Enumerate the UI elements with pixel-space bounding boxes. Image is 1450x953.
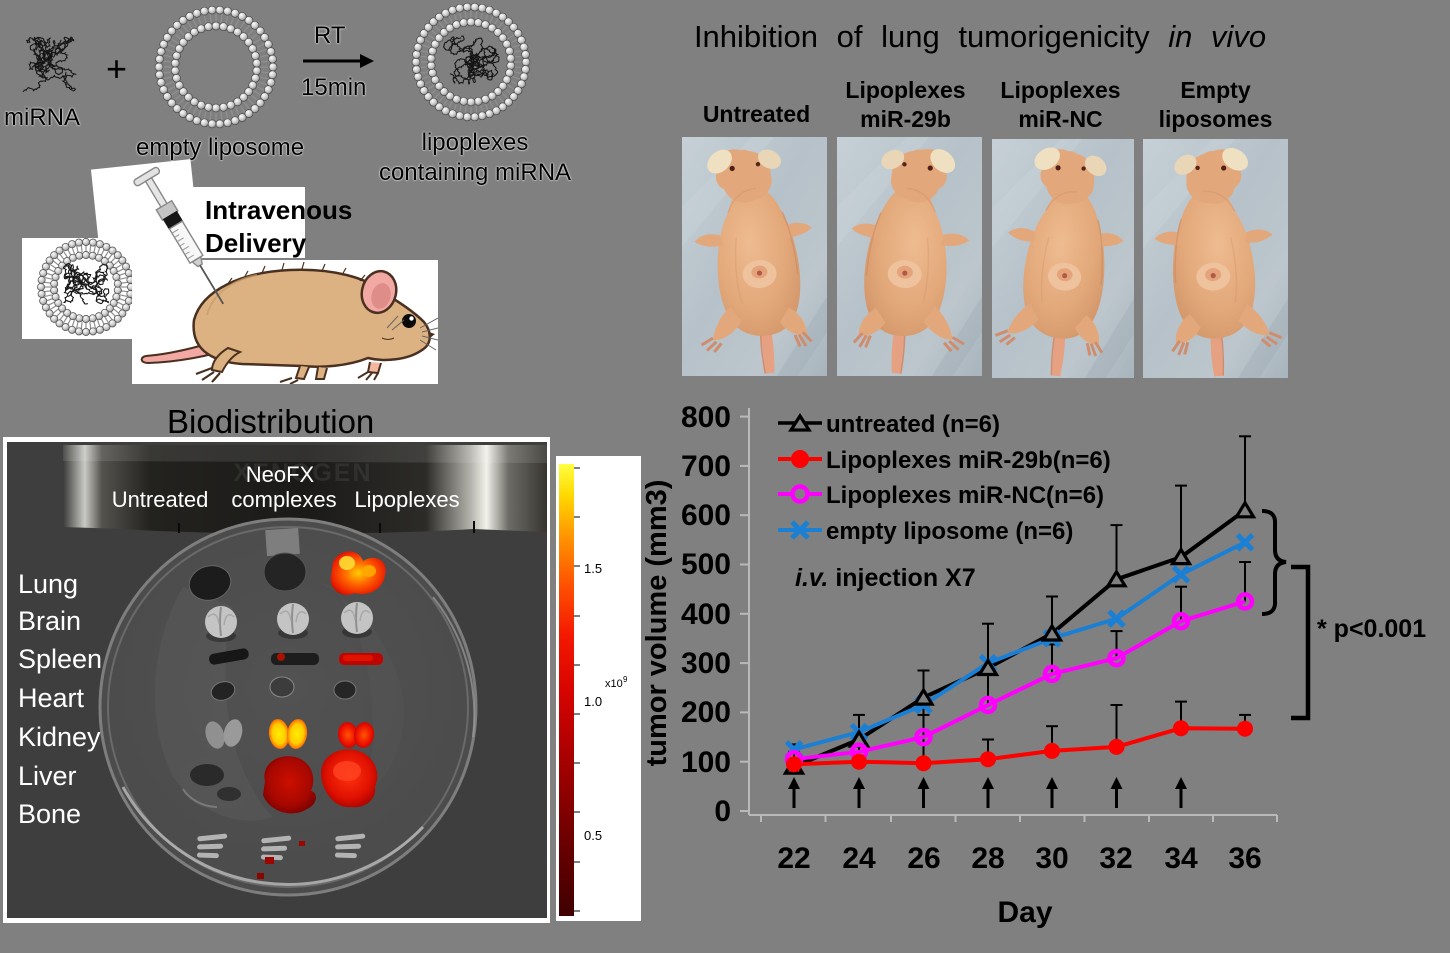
svg-text:Brain: Brain [18,606,81,636]
svg-text:1.5: 1.5 [584,561,602,576]
svg-text:i.v. injection X7: i.v. injection X7 [795,564,976,592]
svg-text:x10: x10 [605,678,623,690]
svg-text:500: 500 [681,548,731,581]
svg-text:XENOGEN: XENOGEN [233,459,372,487]
svg-text:22: 22 [777,842,810,875]
svg-text:empty liposome (n=6): empty liposome (n=6) [826,518,1073,545]
svg-text:NeoFX: NeoFX [246,462,315,487]
svg-text:800: 800 [681,401,731,434]
svg-text:Heart: Heart [18,683,85,713]
svg-text:Kidney: Kidney [18,722,101,752]
svg-text:400: 400 [681,598,731,631]
svg-text:Spleen: Spleen [18,644,102,674]
svg-text:1.0: 1.0 [584,694,602,709]
svg-text:Lipoplexes: Lipoplexes [354,487,459,512]
svg-text:700: 700 [681,450,731,483]
svg-text:30: 30 [1035,842,1068,875]
svg-text:28: 28 [971,842,1004,875]
svg-text:complexes: complexes [231,487,336,512]
svg-text:Bone: Bone [18,799,81,829]
svg-text:* p<0.001: * p<0.001 [1317,615,1426,643]
svg-text:34: 34 [1164,842,1198,875]
svg-text:Liver: Liver [18,761,77,791]
svg-text:Day: Day [997,896,1052,929]
svg-text:Untreated: Untreated [112,487,209,512]
svg-text:+: + [106,48,127,89]
svg-text:26: 26 [907,842,940,875]
svg-text:24: 24 [842,842,876,875]
svg-text:100: 100 [681,746,731,779]
svg-text:Lipoplexes miR-29b(n=6): Lipoplexes miR-29b(n=6) [826,447,1111,474]
svg-text:tumor volume (mm3): tumor volume (mm3) [641,480,673,767]
svg-text:32: 32 [1099,842,1132,875]
svg-text:0: 0 [714,795,731,828]
svg-text:0.5: 0.5 [584,828,602,843]
svg-text:600: 600 [681,499,731,532]
svg-text:Lipoplexes miR-NC(n=6): Lipoplexes miR-NC(n=6) [826,482,1104,509]
svg-text:200: 200 [681,696,731,729]
svg-text:Lung: Lung [18,569,78,599]
svg-text:300: 300 [681,647,731,680]
svg-text:untreated (n=6): untreated (n=6) [826,411,1000,438]
svg-text:36: 36 [1228,842,1261,875]
svg-text:9: 9 [623,675,628,684]
